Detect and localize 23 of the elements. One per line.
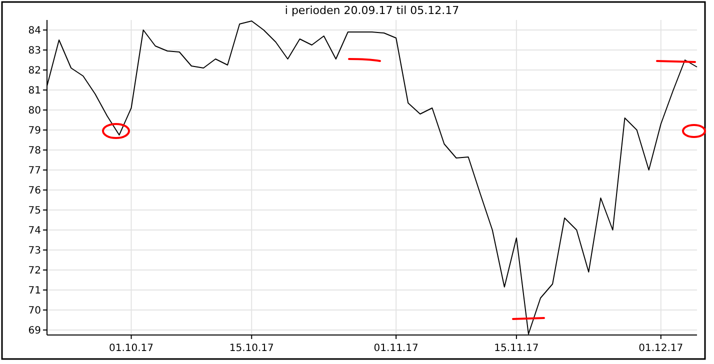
y-tick-label: 78 <box>28 146 41 156</box>
y-tick-label: 79 <box>28 126 41 136</box>
y-tick-label: 75 <box>28 206 41 216</box>
y-tick-label: 72 <box>28 266 41 276</box>
x-tick-label: 15.10.17 <box>229 343 274 354</box>
y-tick-label: 70 <box>28 306 41 316</box>
x-tick-label: 01.10.17 <box>108 343 154 354</box>
y-tick-label: 71 <box>28 286 41 296</box>
x-tick-label: 15.11.17 <box>494 343 539 354</box>
y-tick-label: 77 <box>28 166 41 176</box>
x-tick-label: 01.12.17 <box>638 343 684 354</box>
y-tick-label: 82 <box>28 66 41 76</box>
y-tick-label: 83 <box>28 46 41 56</box>
y-tick-label: 76 <box>28 186 41 196</box>
y-tick-label: 81 <box>28 86 41 96</box>
y-tick-label: 74 <box>28 226 41 236</box>
chart-title: i perioden 20.09.17 til 05.12.17 <box>284 4 460 17</box>
y-tick-label: 84 <box>28 26 41 36</box>
y-tick-label: 80 <box>28 106 41 116</box>
y-tick-label: 69 <box>28 326 41 336</box>
x-tick-label: 01.11.17 <box>374 343 418 354</box>
y-tick-label: 73 <box>28 246 41 256</box>
line-series <box>46 20 698 334</box>
